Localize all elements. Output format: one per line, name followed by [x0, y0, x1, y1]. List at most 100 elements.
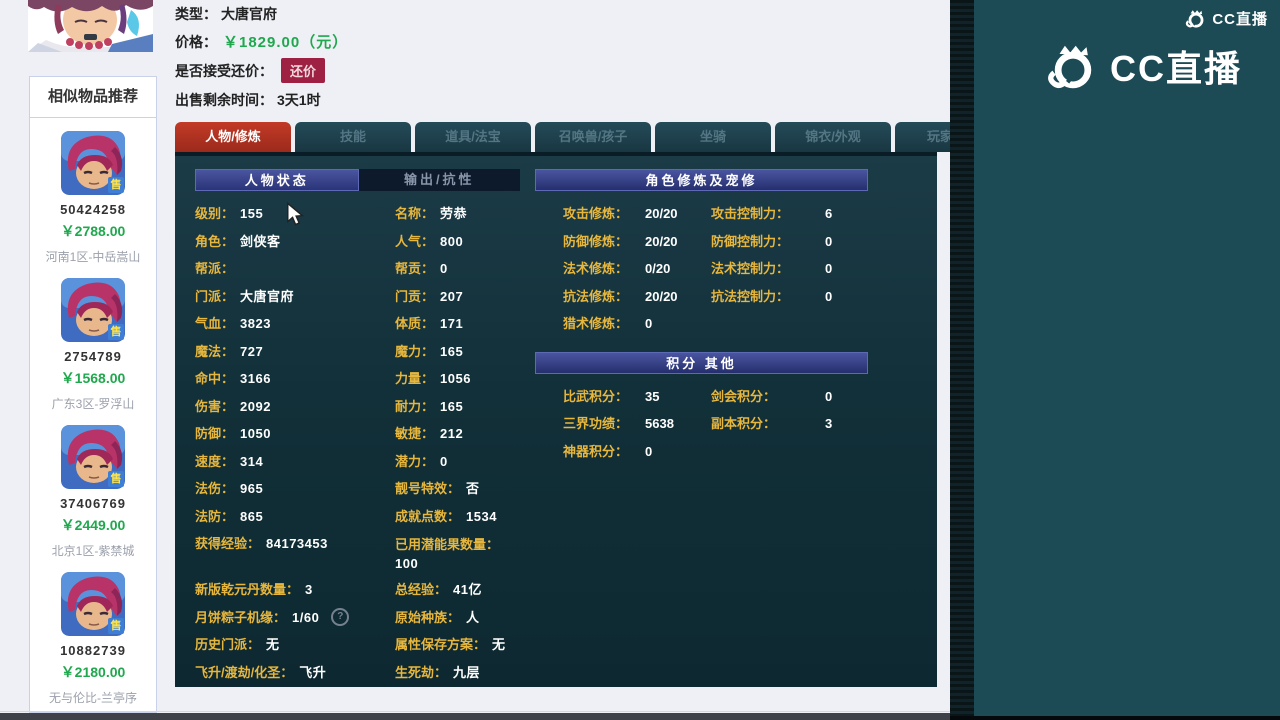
tab[interactable]: 锦衣/外观 [775, 122, 891, 152]
item-thumbnail[interactable]: 售 [61, 572, 125, 636]
stat-pair: 魔法： 727 ? [195, 338, 395, 366]
stat-row: 月饼粽子机缘： 1/60 ? 原始种族： 人 [195, 604, 535, 632]
stat-row: 门派： 大唐官府 ? 门贡： 207 [195, 283, 535, 311]
stat-pair: 历史门派： 无 ? [195, 631, 395, 659]
stat-row: 历史门派： 无 ? 属性保存方案： 无 [195, 631, 535, 659]
stat-value: 0 [825, 388, 833, 404]
cultivation-row: 抗法修炼： 20/20 抗法控制力： 0 [535, 283, 868, 311]
stat-value: 5638 [645, 416, 674, 431]
stat-pair: 法防： 865 ? [195, 503, 395, 531]
stat-pair: 新版乾元丹数量： 3 ? [195, 576, 395, 604]
help-icon[interactable]: ? [331, 608, 350, 627]
item-id[interactable]: 2754789 [64, 349, 122, 364]
item-price: ￥2180.00 [60, 664, 126, 680]
item-id[interactable]: 37406769 [60, 496, 126, 511]
tab[interactable]: 人物/修炼 [175, 122, 291, 152]
stat-label: 防御修炼： [563, 233, 629, 249]
item-thumbnail[interactable]: 售 [61, 278, 125, 342]
stat-pair: 成就点数： 1534 [395, 503, 535, 531]
item-price: ￥2788.00 [60, 223, 126, 239]
page-divider [0, 711, 950, 712]
stat-pair: 名称： 劳恭 [395, 200, 535, 228]
similar-item[interactable]: 售 37406769 ￥2449.00 北京1区-紫禁城 [30, 412, 156, 559]
stat-pair: 气血： 3823 ? [195, 310, 395, 338]
price-value: ￥1829.00（元） [223, 34, 349, 51]
stat-label: 门派： [195, 288, 235, 304]
stat-value: 727 [240, 343, 264, 359]
stat-value: 0 [440, 453, 448, 469]
cultivation-block: 角色修炼及宠修 攻击修炼： 20/20 攻击控制力： 6 防御修炼： 20/20… [535, 169, 868, 465]
stat-label: 飞升/渡劫/化圣： [195, 664, 294, 680]
cc-brand-text: CC直播 [1110, 48, 1242, 89]
item-id[interactable]: 10882739 [60, 643, 126, 658]
stat-row: 气血： 3823 ? 体质： 171 [195, 310, 535, 338]
cc-watermark-large: CC直播 [1046, 40, 1242, 92]
stat-value: 九层 [453, 664, 481, 680]
tab[interactable]: 道具/法宝 [415, 122, 531, 152]
similar-items-sidebar: 相似物品推荐 [29, 76, 157, 713]
stat-value: 飞升 [299, 664, 327, 680]
stat-label: 已用潜能果数量： [395, 537, 500, 552]
stat-value: 剑侠客 [240, 233, 281, 249]
cc-live-panel: CC直播 CC直播 [974, 0, 1280, 716]
tab[interactable]: 技能 [295, 122, 411, 152]
tab[interactable]: 召唤兽/孩子 [535, 122, 651, 152]
stat-label: 历史门派： [195, 637, 261, 652]
stat-label: 魔力： [395, 343, 435, 359]
listing-price-row: 价格： ￥1829.00（元） [175, 31, 348, 52]
stat-pair: 力量： 1056 [395, 365, 535, 393]
tab[interactable]: 坐骑 [655, 122, 771, 152]
stat-label: 成就点数： [395, 508, 461, 524]
stat-label: 法伤： [195, 481, 235, 496]
stat-pair: 门派： 大唐官府 ? [195, 283, 395, 311]
stat-pair: 法伤： 965 ? [195, 475, 395, 503]
type-label: 类型： [175, 6, 217, 22]
subtab-output-resist[interactable]: 输出/抗性 [403, 172, 475, 187]
stat-label: 原始种族： [395, 609, 461, 625]
stat-value: 1534 [466, 508, 497, 524]
cultivation-header: 角色修炼及宠修 [535, 169, 868, 191]
stat-value: 155 [240, 206, 264, 221]
item-price: ￥1568.00 [60, 370, 126, 386]
bargain-button[interactable]: 还价 [281, 58, 326, 83]
similar-item[interactable]: 售 50424258 ￥2788.00 河南1区-中岳嵩山 [30, 118, 156, 265]
item-avatar-image [61, 131, 125, 195]
for-sale-badge: 售 [108, 324, 124, 340]
character-stats-panel: 人物状态 输出/抗性 级别： 155 ? 名称： 劳恭 [175, 152, 937, 687]
for-sale-badge: 售 [108, 618, 124, 634]
stat-label: 命中： [195, 371, 235, 386]
stat-pair: 帮派： ? [195, 255, 395, 283]
stat-value: 无 [492, 637, 506, 652]
stat-value: 800 [440, 233, 464, 249]
similar-item[interactable]: 售 10882739 ￥2180.00 无与伦比-兰亭序 [30, 559, 156, 706]
listing-bargain-row: 是否接受还价： 还价 [175, 58, 326, 83]
stat-pair: 门贡： 207 [395, 283, 535, 311]
stat-pair: 原始种族： 人 [395, 604, 535, 632]
detail-tabs: 人物/修炼 技能 道具/法宝 召唤兽/孩子 坐骑 锦衣/外观 玩家之家 [175, 122, 1011, 152]
item-id[interactable]: 50424258 [60, 202, 126, 217]
stat-value: 否 [466, 481, 480, 496]
stat-label: 法防： [195, 508, 235, 524]
price-label: 价格： [175, 33, 217, 50]
stat-label: 角色： [195, 233, 235, 249]
stat-value: 0 [645, 443, 653, 459]
stat-value: 6 [825, 206, 833, 221]
listing-time-row: 出售剩余时间： 3天1时 [175, 90, 321, 110]
stat-pair: 防御： 1050 ? [195, 420, 395, 448]
stat-value: 1050 [240, 426, 271, 441]
stat-row: 新版乾元丹数量： 3 ? 总经验： 41亿 [195, 576, 535, 604]
item-thumbnail[interactable]: 售 [61, 425, 125, 489]
subtab-character-status[interactable]: 人物状态 [195, 169, 359, 191]
stat-pair: 潜力： 0 [395, 448, 535, 476]
similar-item[interactable]: 售 2754789 ￥1568.00 广东3区-罗浮山 [30, 265, 156, 412]
stat-label: 防御控制力： [711, 233, 790, 249]
stat-value: 100 [395, 556, 419, 571]
item-server: 北京1区-紫禁城 [51, 544, 135, 558]
stat-pair: 属性保存方案： 无 [395, 631, 535, 659]
stat-row: 获得经验： 84173453 ? 已用潜能果数量： 100 [195, 530, 535, 576]
stat-label: 副本积分： [711, 416, 777, 431]
item-thumbnail[interactable]: 售 [61, 131, 125, 195]
stat-label: 获得经验： [195, 536, 261, 551]
stat-value: 0 [645, 316, 653, 331]
